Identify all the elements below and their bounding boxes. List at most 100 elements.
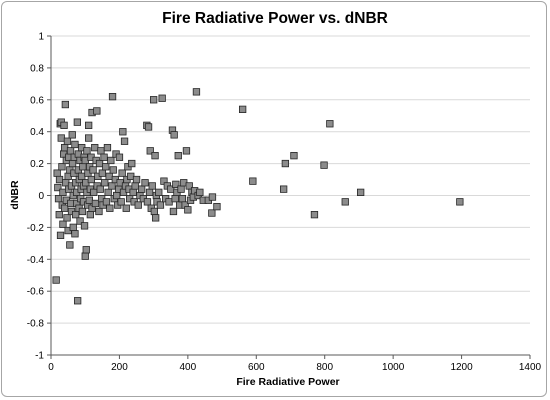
data-point	[78, 207, 87, 216]
data-point	[113, 191, 121, 200]
data-point	[68, 159, 77, 168]
data-point	[249, 177, 257, 185]
gridlines	[51, 35, 530, 356]
data-point	[174, 151, 182, 160]
data-point	[95, 159, 104, 168]
data-point	[119, 128, 127, 136]
data-point	[74, 297, 82, 305]
data-point	[341, 198, 349, 206]
y-tick-label: 0	[38, 191, 44, 202]
data-point	[98, 169, 106, 177]
data-point	[213, 202, 221, 211]
data-point	[91, 199, 100, 208]
y-tick-label: 0.4	[30, 127, 44, 138]
data-point	[171, 194, 179, 203]
data-point	[103, 143, 112, 152]
data-point	[192, 88, 201, 96]
y-tick-label: 0.8	[30, 63, 44, 74]
y-axis-title: dNBR	[9, 180, 21, 210]
data-point	[131, 182, 139, 190]
data-point	[146, 147, 154, 155]
data-point	[134, 201, 142, 209]
data-point	[85, 196, 93, 204]
data-point	[156, 201, 165, 209]
data-point	[165, 198, 173, 206]
data-point	[87, 175, 95, 184]
axes: 1 0.8 0.6 0.4 0.2 0 -0.2 -0.4 -0.6 -0.8 -1 0 200 400 6…	[27, 32, 542, 374]
data-point	[71, 140, 79, 149]
data-point	[320, 161, 328, 169]
data-point	[80, 222, 89, 230]
data-point	[120, 137, 129, 145]
data-point	[143, 198, 152, 206]
data-point	[129, 188, 137, 197]
data-point	[310, 210, 319, 219]
data-point	[55, 210, 63, 219]
data-point	[72, 210, 80, 219]
data-point	[61, 100, 69, 109]
data-point	[90, 188, 98, 197]
data-point	[55, 175, 64, 184]
data-point	[172, 180, 180, 189]
data-point	[82, 246, 90, 254]
data-point	[83, 147, 91, 155]
x-tick-label: 400	[180, 362, 197, 373]
data-point	[81, 252, 89, 260]
data-point	[102, 198, 111, 206]
data-point	[122, 204, 130, 212]
data-point	[95, 207, 103, 216]
data-point	[128, 159, 136, 168]
data-point	[109, 166, 117, 174]
data-point	[170, 131, 178, 139]
data-point	[144, 123, 153, 131]
data-point	[89, 166, 97, 174]
x-tick-label: 1200	[450, 362, 473, 373]
y-tick-label: 0.2	[30, 159, 44, 170]
data-point	[78, 172, 86, 181]
data-point	[56, 231, 65, 240]
data-point	[96, 185, 104, 193]
y-tick-label: -1	[35, 351, 44, 362]
data-point	[93, 107, 101, 115]
data-point	[61, 204, 69, 212]
data-point	[456, 198, 464, 206]
data-point	[85, 134, 93, 142]
x-axis-title: Fire Radiative Power	[236, 376, 339, 388]
data-point	[54, 194, 63, 203]
data-point	[208, 193, 217, 201]
data-point	[178, 194, 187, 203]
data-point	[63, 137, 72, 145]
x-tick-label: 800	[316, 362, 333, 373]
data-point	[169, 207, 178, 216]
data-point	[150, 207, 159, 216]
data-point	[66, 241, 74, 249]
data-point	[66, 147, 75, 155]
data-point	[117, 198, 125, 206]
data-point	[108, 93, 117, 101]
data-point	[155, 188, 163, 197]
data-point	[60, 121, 68, 129]
y-tick-label: -0.2	[27, 223, 45, 234]
x-tick-label: 200	[111, 362, 128, 373]
data-point	[148, 182, 156, 190]
data-point	[184, 206, 192, 214]
x-tick-label: 1000	[382, 362, 405, 373]
data-point	[102, 163, 110, 171]
data-point	[91, 143, 99, 152]
data-point	[151, 151, 159, 160]
data-point	[326, 120, 334, 128]
data-point	[118, 169, 126, 177]
data-point	[196, 188, 204, 197]
data-point	[85, 121, 93, 129]
data-point	[151, 214, 160, 222]
data-point	[132, 175, 141, 184]
data-point	[52, 276, 60, 284]
data-point	[208, 209, 216, 217]
data-point	[53, 169, 61, 177]
data-point	[63, 214, 71, 222]
data-point	[58, 163, 66, 171]
data-point	[69, 223, 77, 232]
data-point	[59, 220, 67, 228]
data-point	[356, 188, 365, 197]
